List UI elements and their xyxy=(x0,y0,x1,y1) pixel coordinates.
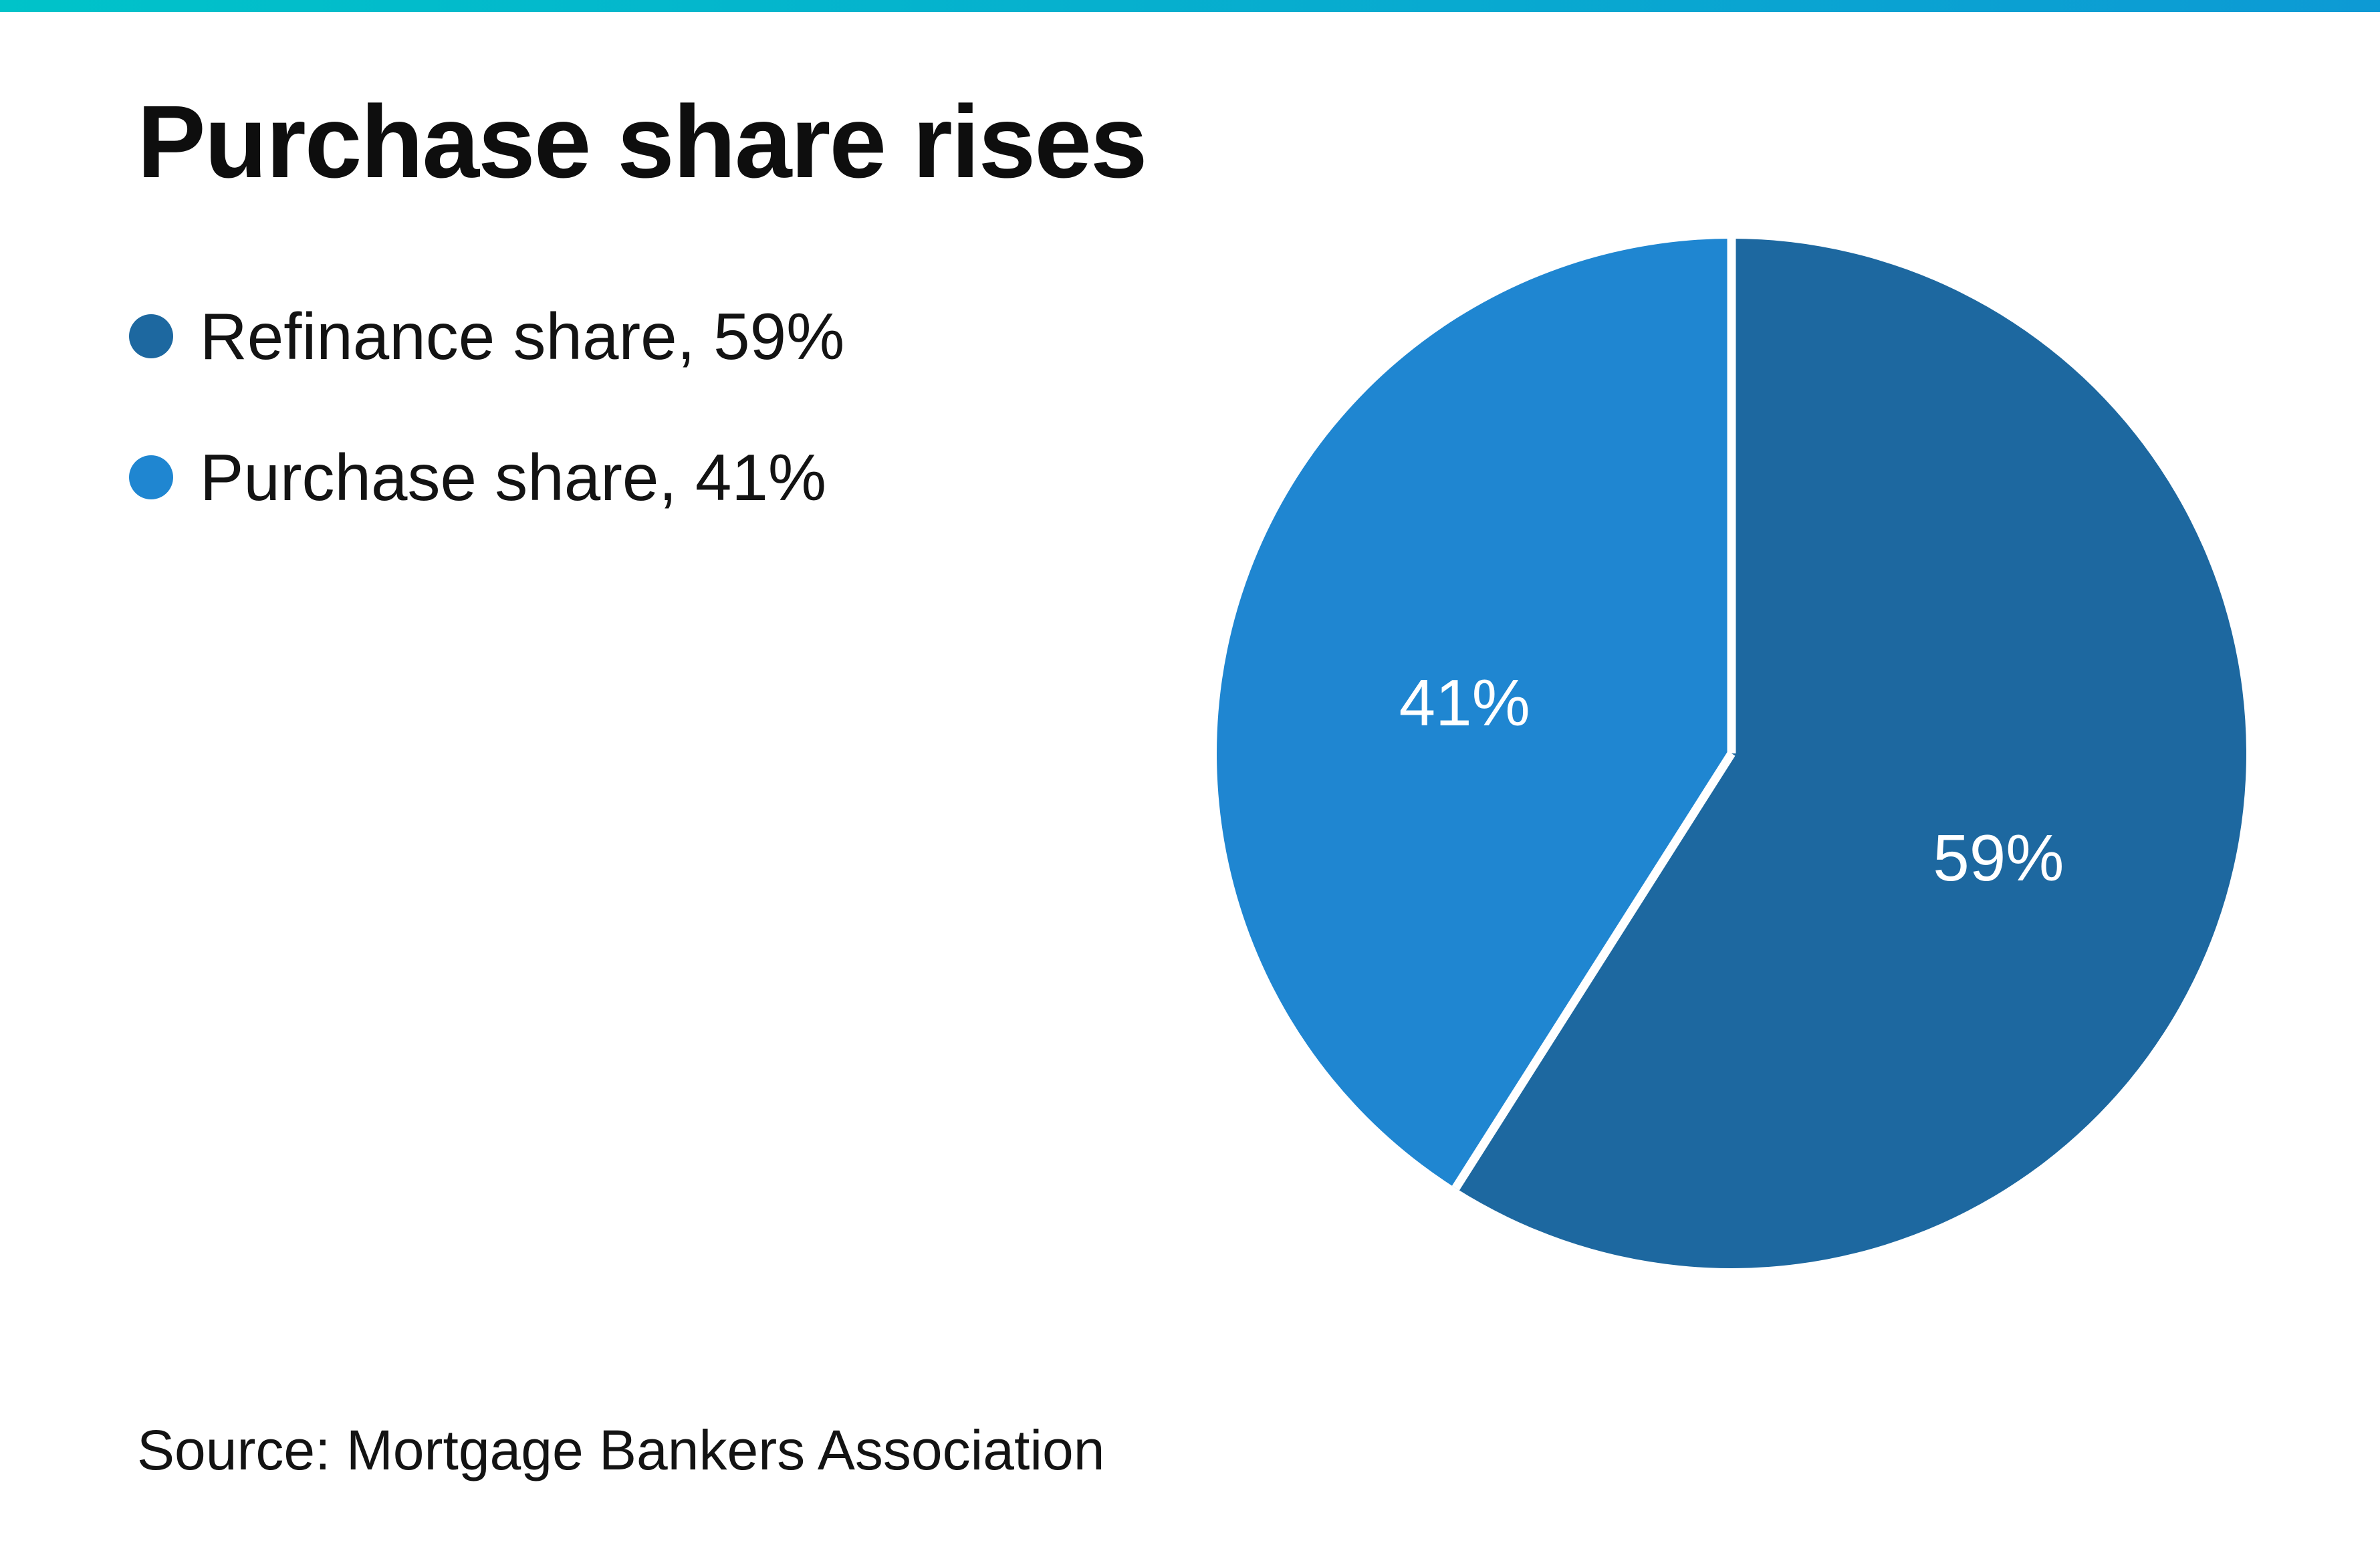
top-accent-bar xyxy=(0,0,2380,12)
source-note: Source: Mortgage Bankers Association xyxy=(137,1419,1105,1481)
legend-swatch-purchase-icon xyxy=(129,455,173,499)
pie-label-refinance: 59% xyxy=(1933,821,2064,894)
legend-item-refinance: Refinance share, 59% xyxy=(129,297,844,375)
legend-swatch-refinance-icon xyxy=(129,314,173,358)
chart-title: Purchase share rises xyxy=(137,84,1148,199)
legend-item-label: Purchase share, 41% xyxy=(200,441,826,514)
pie-label-purchase: 41% xyxy=(1399,665,1530,739)
legend-item-label: Refinance share, 59% xyxy=(200,300,845,373)
pie-slice-refinance xyxy=(1455,239,2246,1268)
pie-slice-divider xyxy=(1451,751,1736,1191)
legend-item-purchase: Purchase share, 41% xyxy=(129,439,826,516)
